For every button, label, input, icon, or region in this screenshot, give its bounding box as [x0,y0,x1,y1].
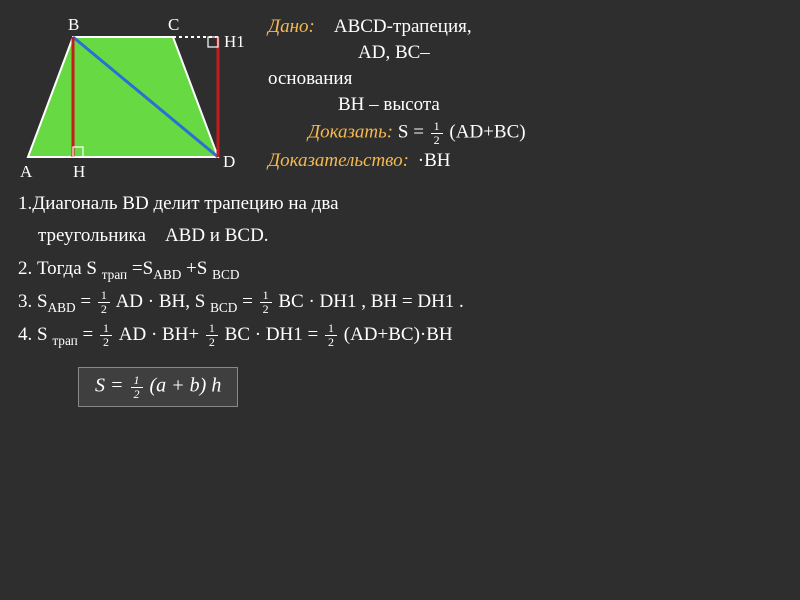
step4-frac1: 12 [100,322,112,348]
given-line1-text: ABCD-трапеция, [334,16,472,37]
formula-post: (a + b) h [150,375,222,397]
top-region: A B C D H H1 Дано: ABCD-трапеция, AD, BC– осн… [18,12,782,187]
svg-text:B: B [68,15,79,34]
svg-text:C: C [168,15,179,34]
prove-tail: ·BH [418,150,451,171]
given-block: Дано: ABCD-трапеция, AD, BC– основания B… [268,12,526,176]
svg-text:D: D [223,152,235,171]
proof-step1c: ABD и BCD. [165,225,269,246]
given-line2: AD, BC– [268,42,526,64]
proof-step3: 3. SABD = 12 AD · BH, S BCD = 12 BC · DH… [18,287,782,318]
svg-text:A: A [20,162,33,181]
given-label: Дано: [268,16,315,37]
slide-root: A B C D H H1 Дано: ABCD-трапеция, AD, BC– осн… [0,0,800,600]
proof-step1a: 1.Диагональ BD делит трапецию на два [18,189,782,219]
step3-frac2: 12 [260,289,272,315]
proof-step1b: треугольника [38,225,146,246]
svg-text:H1: H1 [224,32,245,51]
formula-box: S = 1 2 (a + b) h [78,367,238,407]
proof-label-row: Доказательство: ·BH [268,150,526,172]
proof-label: Доказательство: [268,150,409,171]
proof-step2: 2. Тогда S трап =SABD +S BCD [18,254,782,285]
prove-pre: S = [398,121,429,142]
svg-text:H: H [73,162,85,181]
formula-pre: S = [95,375,129,397]
prove-label: Доказать: [308,121,393,142]
prove-line: Доказать: S = 1 2 (AD+BC) [268,120,526,146]
step3-frac1: 12 [98,289,110,315]
formula-frac: 1 2 [131,374,143,400]
prove-post: (AD+BC) [449,121,525,142]
trapezoid-diagram: A B C D H H1 [18,12,248,187]
step4-frac2: 12 [206,322,218,348]
proof-step1b-row: треугольника ABD и BCD. [18,221,782,251]
step4-frac3: 12 [325,322,337,348]
given-line3: BH – высота [268,94,526,116]
proof-block: 1.Диагональ BD делит трапецию на два тре… [18,189,782,351]
given-line1: Дано: ABCD-трапеция, [268,16,526,38]
given-line2b: основания [268,68,526,90]
proof-step4: 4. S трап = 12 AD · BH+ 12 BC · DH1 = 12… [18,320,782,351]
prove-frac: 1 2 [431,120,443,146]
